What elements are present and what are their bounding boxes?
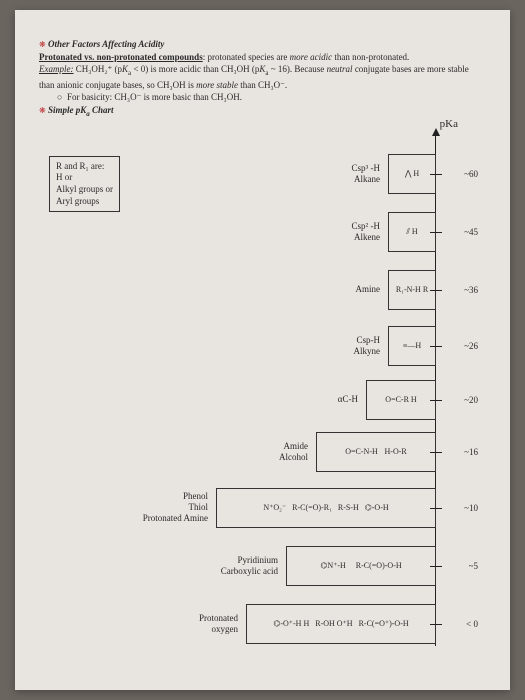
label-prot-oxygen: Protonatedoxygen [199,613,240,635]
label-pyridinium: PyridiniumCarboxylic acid [221,555,280,577]
label-alkane: Csp³ -HAlkane [352,163,382,185]
row-ach: αC-H O=C-R H [39,380,436,420]
subhead: Protonated vs. non-protonated compounds [39,52,203,62]
label-alkyne: Csp-HAlkyne [354,335,383,357]
struct-alkene: ⫽ H [388,212,436,252]
row-alkane: Csp³ -HAlkane ⋀ H [39,154,436,194]
struct-pyridinium: ⌬N⁺-H R-C(=O)-O-H [286,546,436,586]
row-amine: Amine R₁-N-H R [39,270,436,310]
struct-phenol: N⁺O₂⁻ R-C(=O)-R₁ R-S-H ⌬-O-H [216,488,436,528]
pka-60: ~60 [464,169,478,179]
label-ach: αC-H [338,394,360,405]
pka-5: ~5 [469,561,478,571]
header-text: ❋ Other Factors Affecting Acidity Proton… [39,38,486,120]
struct-alkyne: ≡—H [388,326,436,366]
struct-prot-oxygen: ⌬-O⁺-H H R-OH O⁺H R-C(=O⁺)-O-H [246,604,436,644]
pka-chart: pKa R and R₁ are: H or Alkyl groups or A… [39,130,486,660]
row-alkyne: Csp-HAlkyne ≡—H [39,326,436,366]
pka-10: ~10 [464,503,478,513]
row-phenol: PhenolThiolProtonated Amine N⁺O₂⁻ R-C(=O… [39,488,436,528]
arrowhead-icon [432,128,440,136]
gear-icon: ❋ [39,40,46,49]
pka-20: ~20 [464,395,478,405]
label-amide: AmideAlcohol [279,441,310,463]
pka-36: ~36 [464,285,478,295]
document-page: ❋ Other Factors Affecting Acidity Proton… [15,10,510,690]
row-amide-alcohol: AmideAlcohol O=C-N-H H-O-R [39,432,436,472]
pka-16: ~16 [464,447,478,457]
section-title: Other Factors Affecting Acidity [48,39,164,49]
pka-45: ~45 [464,227,478,237]
label-amine: Amine [356,284,383,295]
label-phenol: PhenolThiolProtonated Amine [143,491,210,523]
struct-ach: O=C-R H [366,380,436,420]
pka-0: < 0 [466,619,478,629]
pka-26: ~26 [464,341,478,351]
label-alkene: Csp² -HAlkene [352,221,382,243]
struct-amide-alcohol: O=C-N-H H-O-R [316,432,436,472]
gear-icon: ❋ [39,106,46,115]
struct-amine: R₁-N-H R [388,270,436,310]
axis-label: pKa [440,118,458,130]
row-pyridinium: PyridiniumCarboxylic acid ⌬N⁺-H R-C(=O)-… [39,546,436,586]
row-alkene: Csp² -HAlkene ⫽ H [39,212,436,252]
row-protonated-o: Protonatedoxygen ⌬-O⁺-H H R-OH O⁺H R-C(=… [39,604,436,644]
struct-alkane: ⋀ H [388,154,436,194]
